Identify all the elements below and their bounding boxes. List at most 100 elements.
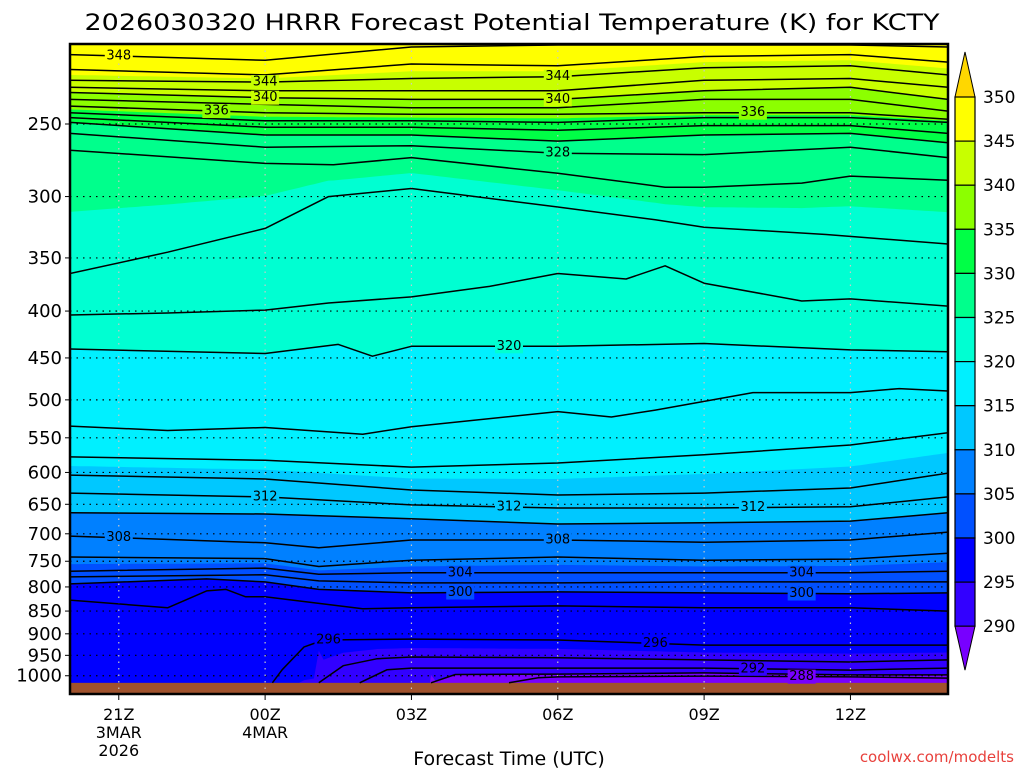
contour-line-304 <box>70 567 948 576</box>
contour-line-314 <box>70 472 948 496</box>
contour-label-344: 344 <box>253 75 278 90</box>
contour-label-background <box>738 105 767 120</box>
contour-label-336: 336 <box>740 105 765 120</box>
contour-label-328: 328 <box>545 146 570 161</box>
plot-frame <box>68 42 950 696</box>
filled-contours <box>70 44 948 694</box>
contour-label-304: 304 <box>448 565 473 580</box>
contour-label-background <box>787 669 816 684</box>
y-tick-label-950: 950 <box>28 645 62 666</box>
contour-label-296: 296 <box>643 636 668 651</box>
fill-band-above-345 <box>70 44 948 79</box>
colorbar-label-300: 300 <box>983 529 1015 549</box>
contour-line-306 <box>70 552 948 568</box>
contour-label-background <box>251 75 280 90</box>
colorbar-label-325: 325 <box>983 309 1015 329</box>
colorbar-label-335: 335 <box>983 220 1015 240</box>
y-tick-label-900: 900 <box>28 624 62 645</box>
colorbar-swatch-330 <box>954 228 976 275</box>
contour-label-background <box>738 661 767 676</box>
contour-label-292: 292 <box>740 661 765 676</box>
contour-label-348: 348 <box>106 49 131 64</box>
contour-label-background <box>202 104 231 119</box>
x-tick-label-3MAR: 3MAR <box>96 723 142 742</box>
colorbar-swatch-345 <box>954 96 976 142</box>
ground-surface <box>70 682 948 694</box>
contour-label-background <box>495 499 523 514</box>
x-tick-label-09Z: 09Z <box>688 705 719 724</box>
contour-line-346 <box>70 53 948 76</box>
contour-label-312: 312 <box>253 489 278 504</box>
colorbar-legend: 350 345 340 335 330 325 320 315 310 305 300 295 290 <box>954 51 1015 671</box>
colorbar-label-295: 295 <box>983 573 1015 593</box>
colorbar-label-290: 290 <box>983 617 1015 637</box>
contour-label-background <box>787 565 816 580</box>
contour-label-background <box>787 586 816 601</box>
contour-label-308: 308 <box>106 530 131 545</box>
contour-line-292 <box>359 667 948 684</box>
colorbar-label-330: 330 <box>983 264 1015 284</box>
contour-label-background <box>446 565 475 580</box>
x-tick-label-03Z: 03Z <box>396 705 427 724</box>
colorbar-swatch-320 <box>954 316 976 363</box>
colorbar-swatch-315 <box>954 361 976 407</box>
x-tick-label-21Z: 21Z <box>103 705 134 724</box>
contour-label-background <box>738 500 767 515</box>
y-tick-label-350: 350 <box>28 248 62 269</box>
contour-label-340: 340 <box>253 90 278 105</box>
y-axis: 2503003504004505005506006507007508008509… <box>16 114 70 687</box>
colorbar-label-320: 320 <box>983 353 1015 373</box>
contour-label-background <box>543 146 572 161</box>
colorbar-swatch-295 <box>954 537 976 583</box>
colorbar-swatch-340 <box>954 140 976 186</box>
contour-label-308: 308 <box>545 532 570 547</box>
colorbar-label-315: 315 <box>983 397 1015 417</box>
y-tick-label-800: 800 <box>28 577 62 598</box>
contour-label-288: 288 <box>789 669 814 684</box>
contour-label-300: 300 <box>789 586 814 601</box>
colorbar-swatch-300 <box>954 493 976 539</box>
y-tick-label-1000: 1000 <box>16 666 62 687</box>
contour-line-318 <box>70 387 948 435</box>
contour-label-344: 344 <box>545 69 570 84</box>
contour-label-background <box>446 585 475 600</box>
x-tick-label-2026: 2026 <box>98 741 139 760</box>
contour-label-background <box>543 92 572 107</box>
x-axis-label: Forecast Time (UTC) <box>413 748 604 768</box>
colorbar-label-350: 350 <box>983 88 1015 108</box>
y-tick-label-550: 550 <box>28 428 62 449</box>
y-tick-label-300: 300 <box>28 187 62 208</box>
contour-line-316 <box>70 431 948 468</box>
contour-label-background <box>104 49 133 64</box>
colorbar-label-310: 310 <box>983 441 1015 461</box>
contour-line-308 <box>70 531 948 549</box>
contour-line-332 <box>70 116 948 135</box>
y-tick-label-400: 400 <box>28 301 62 322</box>
contour-label-background <box>495 339 523 354</box>
contour-label-312: 312 <box>497 499 522 514</box>
colorbar-label-345: 345 <box>983 132 1015 152</box>
x-tick-label-06Z: 06Z <box>542 705 573 724</box>
x-tick-label-4MAR: 4MAR <box>242 723 288 742</box>
contour-line-334 <box>70 111 948 124</box>
y-tick-label-700: 700 <box>28 524 62 545</box>
y-tick-label-850: 850 <box>28 601 62 622</box>
contour-line-320 <box>70 342 948 357</box>
ground-fill <box>70 682 948 694</box>
contour-line-302 <box>70 574 948 584</box>
contour-line-296 <box>271 638 948 684</box>
contour-label-320: 320 <box>497 339 522 354</box>
watermark-text: coolwx.com/modelts <box>860 748 1014 766</box>
contour-label-340: 340 <box>545 92 570 107</box>
contour-label-304: 304 <box>789 565 814 580</box>
contour-label-background <box>314 632 343 647</box>
contour-line-310 <box>70 512 948 525</box>
contour-label-300: 300 <box>448 585 473 600</box>
colorbar-swatch-305 <box>954 449 976 495</box>
contour-label-background <box>543 532 572 547</box>
colorbar-swatch-310 <box>954 405 976 451</box>
